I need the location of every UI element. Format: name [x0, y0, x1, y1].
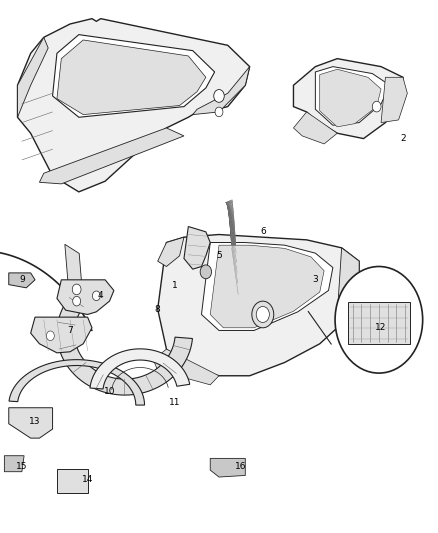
Polygon shape	[57, 280, 114, 314]
Polygon shape	[230, 224, 237, 259]
Polygon shape	[153, 349, 219, 385]
Text: 3: 3	[312, 276, 318, 284]
Polygon shape	[230, 230, 237, 269]
Text: 5: 5	[216, 252, 222, 260]
Polygon shape	[230, 232, 237, 272]
Polygon shape	[232, 251, 239, 302]
Polygon shape	[158, 235, 359, 376]
Polygon shape	[228, 208, 234, 226]
Polygon shape	[230, 228, 237, 265]
Polygon shape	[231, 246, 238, 295]
Polygon shape	[39, 128, 184, 184]
Text: 6: 6	[260, 228, 266, 236]
Text: 1: 1	[172, 281, 178, 289]
Polygon shape	[320, 69, 381, 127]
Circle shape	[215, 107, 223, 117]
Polygon shape	[90, 349, 190, 389]
Circle shape	[92, 291, 100, 301]
Polygon shape	[228, 209, 235, 228]
Text: 10: 10	[104, 387, 115, 396]
Polygon shape	[229, 218, 236, 247]
Polygon shape	[231, 238, 238, 283]
Circle shape	[46, 331, 54, 341]
Circle shape	[372, 101, 381, 112]
Polygon shape	[226, 203, 233, 207]
Polygon shape	[337, 248, 359, 320]
Polygon shape	[231, 234, 237, 276]
Polygon shape	[232, 253, 239, 306]
Polygon shape	[201, 243, 333, 330]
Polygon shape	[193, 67, 250, 115]
Polygon shape	[53, 35, 215, 117]
Text: 14: 14	[82, 475, 93, 484]
Circle shape	[200, 265, 212, 279]
Polygon shape	[229, 213, 235, 236]
Text: 8: 8	[155, 305, 161, 313]
Polygon shape	[293, 59, 403, 139]
Polygon shape	[229, 216, 236, 244]
Polygon shape	[230, 226, 237, 262]
Polygon shape	[158, 237, 184, 266]
Polygon shape	[227, 205, 233, 215]
Circle shape	[335, 266, 423, 373]
Polygon shape	[31, 317, 92, 353]
Text: 12: 12	[375, 324, 387, 332]
Polygon shape	[227, 204, 233, 213]
Polygon shape	[226, 203, 233, 204]
Polygon shape	[4, 456, 24, 472]
Text: 4: 4	[98, 292, 103, 300]
Polygon shape	[231, 243, 238, 290]
Polygon shape	[210, 458, 245, 477]
Circle shape	[214, 90, 224, 102]
Polygon shape	[228, 207, 234, 223]
Circle shape	[72, 284, 81, 295]
Polygon shape	[184, 227, 210, 269]
Polygon shape	[227, 207, 234, 221]
Text: 11: 11	[170, 398, 181, 407]
Polygon shape	[227, 205, 234, 217]
Polygon shape	[227, 206, 234, 219]
Text: 7: 7	[67, 326, 73, 335]
Polygon shape	[9, 408, 53, 438]
Polygon shape	[57, 297, 192, 395]
Text: 15: 15	[16, 462, 28, 471]
Polygon shape	[226, 203, 233, 206]
Polygon shape	[229, 215, 236, 241]
Polygon shape	[231, 236, 237, 279]
Polygon shape	[381, 77, 407, 123]
Polygon shape	[65, 244, 84, 307]
Text: 16: 16	[235, 462, 247, 471]
Polygon shape	[228, 212, 235, 233]
Circle shape	[252, 301, 274, 328]
Polygon shape	[315, 67, 390, 125]
Polygon shape	[226, 204, 233, 211]
Polygon shape	[18, 19, 250, 192]
Polygon shape	[57, 40, 206, 115]
Polygon shape	[230, 221, 236, 253]
Polygon shape	[210, 245, 324, 328]
Polygon shape	[293, 112, 337, 144]
Polygon shape	[9, 360, 145, 405]
Polygon shape	[230, 223, 237, 256]
Polygon shape	[348, 302, 410, 344]
Polygon shape	[18, 37, 48, 117]
Polygon shape	[231, 241, 238, 287]
Polygon shape	[226, 201, 233, 203]
Circle shape	[73, 296, 81, 306]
Text: 9: 9	[19, 276, 25, 284]
Text: 13: 13	[29, 417, 41, 425]
Polygon shape	[229, 220, 236, 250]
Text: 2: 2	[400, 134, 406, 143]
Polygon shape	[9, 273, 35, 288]
Polygon shape	[232, 248, 238, 298]
Polygon shape	[228, 211, 235, 231]
Polygon shape	[226, 204, 233, 209]
Circle shape	[256, 306, 269, 322]
Polygon shape	[226, 200, 232, 203]
Polygon shape	[57, 469, 88, 493]
Polygon shape	[229, 214, 235, 238]
